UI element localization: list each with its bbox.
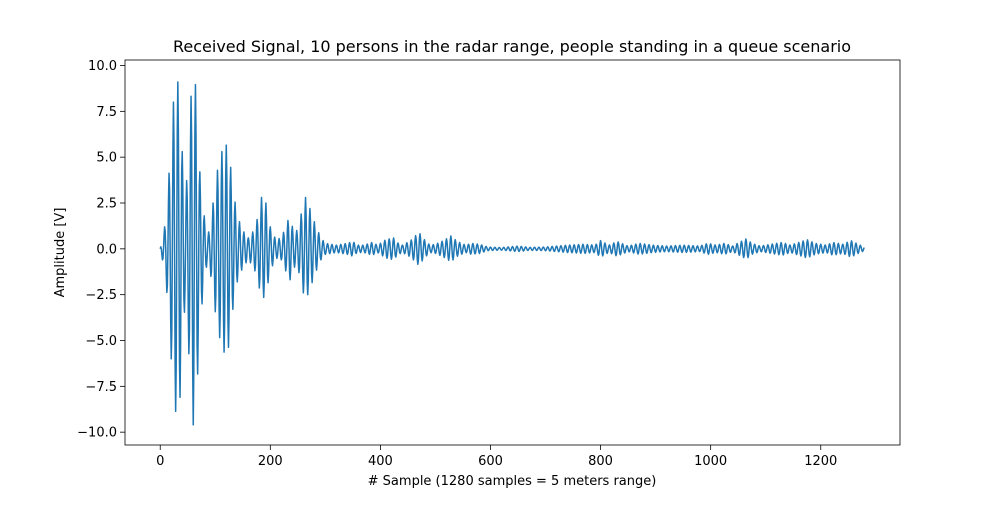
y-tick-label: −10.0 <box>77 426 117 441</box>
y-tick-label: −7.5 <box>85 380 117 395</box>
x-tick-label: 1000 <box>694 454 727 469</box>
x-axis: 0 200 400 600 800 1000 1200 <box>156 445 837 469</box>
y-tick-label: 7.5 <box>96 105 117 120</box>
y-tick-label: 2.5 <box>96 197 117 212</box>
y-axis-label: Amplitude [V] <box>53 208 68 298</box>
y-tick-label: −5.0 <box>85 334 117 349</box>
plot-frame <box>124 59 901 446</box>
y-axis: −10.0 −7.5 −5.0 −2.5 0.0 2.5 5.0 7.5 10.0 <box>77 59 125 441</box>
series-line-received-signal <box>159 81 865 426</box>
y-tick-label: 5.0 <box>96 151 117 166</box>
x-tick-label: 600 <box>478 454 503 469</box>
x-tick-label: 1200 <box>804 454 837 469</box>
y-tick-label: 10.0 <box>88 59 117 74</box>
y-tick-label: −2.5 <box>85 288 117 303</box>
plot-area <box>124 59 901 446</box>
x-tick-label: 0 <box>156 454 164 469</box>
chart-title: Received Signal, 10 persons in the radar… <box>173 37 851 56</box>
x-tick-label: 200 <box>258 454 283 469</box>
y-tick-label: 0.0 <box>96 242 117 257</box>
x-axis-label: # Sample (1280 samples = 5 meters range) <box>368 474 657 489</box>
x-tick-label: 400 <box>368 454 393 469</box>
x-tick-label: 800 <box>588 454 613 469</box>
